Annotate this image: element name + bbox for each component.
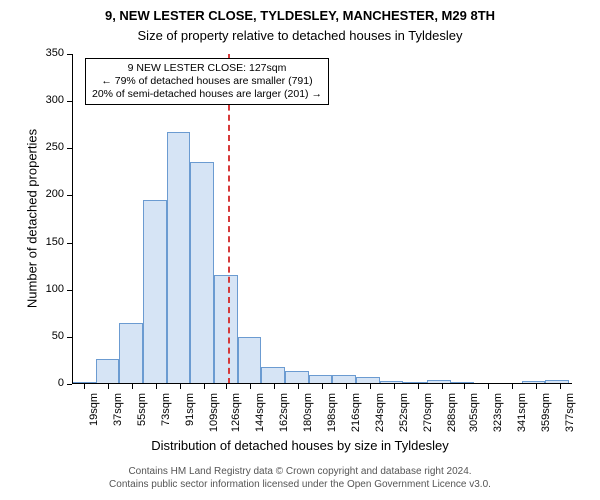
footer: Contains HM Land Registry data © Crown c…: [0, 466, 600, 491]
annotation-box: 9 NEW LESTER CLOSE: 127sqm ← 79% of deta…: [85, 58, 329, 105]
annotation-line: 9 NEW LESTER CLOSE: 127sqm: [92, 62, 322, 75]
y-tick-label: 100: [46, 283, 64, 295]
x-tick-label: 341sqm: [516, 393, 528, 432]
footer-line: Contains public sector information licen…: [109, 479, 491, 490]
x-tick-label: 234sqm: [374, 393, 386, 432]
x-tick-label: 198sqm: [326, 393, 338, 432]
x-tick-label: 73sqm: [160, 393, 172, 426]
y-tick-label: 300: [46, 94, 64, 106]
x-tick-label: 37sqm: [112, 393, 124, 426]
x-tick-label: 126sqm: [230, 393, 242, 432]
x-tick-label: 252sqm: [398, 393, 410, 432]
x-tick-label: 216sqm: [350, 393, 362, 432]
x-tick-label: 55sqm: [136, 393, 148, 426]
annotation-line: 20% of semi-detached houses are larger (…: [92, 88, 322, 101]
x-tick-label: 109sqm: [208, 393, 220, 432]
x-tick-label: 91sqm: [184, 393, 196, 426]
y-tick-label: 0: [58, 377, 64, 389]
x-tick-label: 162sqm: [278, 393, 290, 432]
y-tick-label: 150: [46, 236, 64, 248]
y-tick-label: 350: [46, 47, 64, 59]
page: 9, NEW LESTER CLOSE, TYLDESLEY, MANCHEST…: [0, 0, 600, 500]
x-tick-label: 180sqm: [302, 393, 314, 432]
x-tick-label: 19sqm: [88, 393, 100, 426]
x-tick-label: 377sqm: [564, 393, 576, 432]
x-tick-label: 144sqm: [254, 393, 266, 432]
annotation-line: ← 79% of detached houses are smaller (79…: [92, 75, 322, 88]
footer-line: Contains HM Land Registry data © Crown c…: [128, 466, 471, 477]
chart-subtitle: Size of property relative to detached ho…: [0, 28, 600, 43]
x-tick-label: 270sqm: [422, 393, 434, 432]
chart-title: 9, NEW LESTER CLOSE, TYLDESLEY, MANCHEST…: [0, 8, 600, 23]
y-tick-label: 50: [52, 330, 64, 342]
x-tick-label: 305sqm: [468, 393, 480, 432]
x-tick-label: 288sqm: [446, 393, 458, 432]
y-tick-label: 250: [46, 141, 64, 153]
x-axis-label: Distribution of detached houses by size …: [0, 438, 600, 453]
x-tick-label: 359sqm: [540, 393, 552, 432]
x-tick-label: 323sqm: [492, 393, 504, 432]
y-tick-label: 200: [46, 188, 64, 200]
y-axis-label: Number of detached properties: [25, 119, 40, 319]
